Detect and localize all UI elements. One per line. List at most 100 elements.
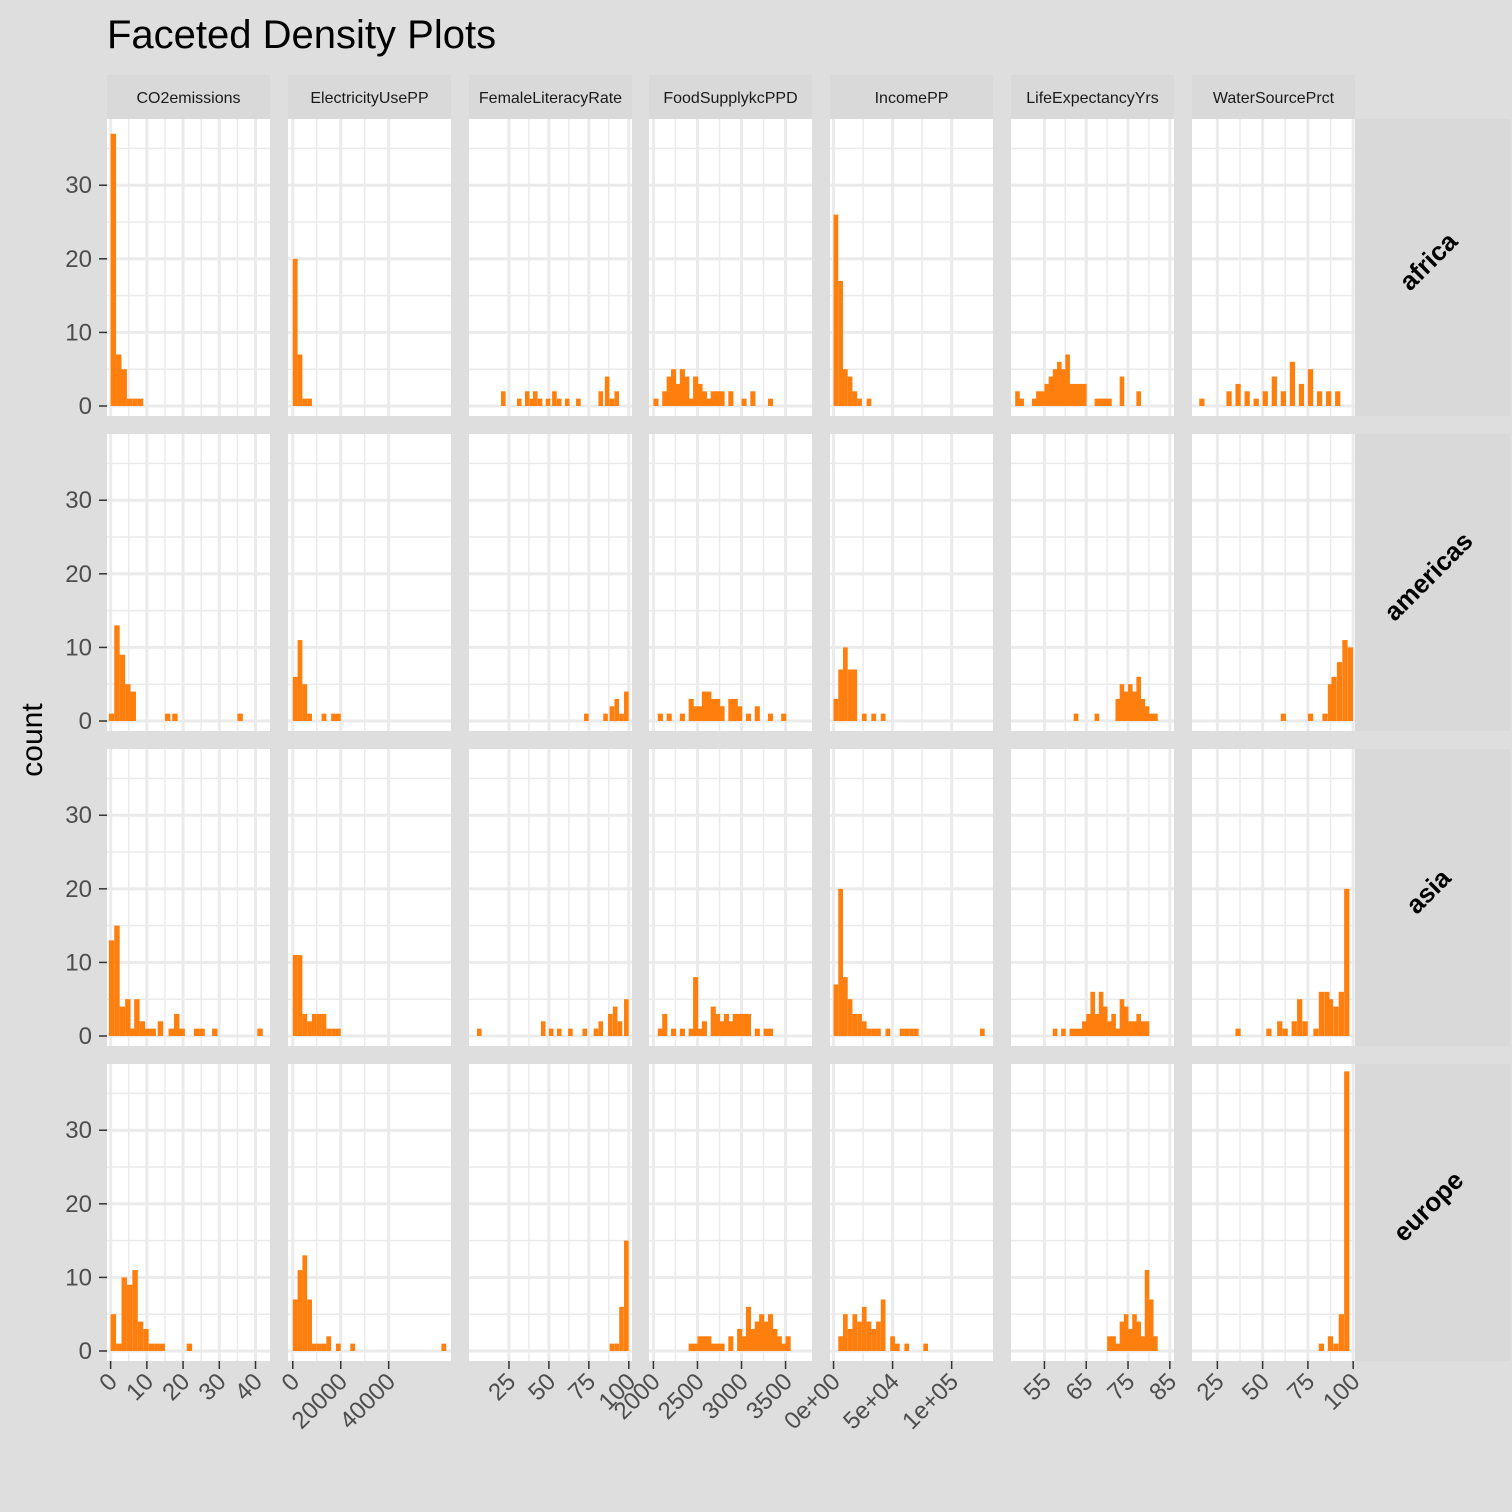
panel-europe-lifeexpectancyyrs — [1011, 1064, 1174, 1361]
panel-background — [1192, 119, 1355, 416]
histogram-bar — [441, 1343, 447, 1351]
histogram-bar — [715, 1343, 721, 1351]
histogram-bar — [556, 398, 562, 406]
histogram-bar — [524, 391, 530, 406]
histogram-bar — [114, 925, 120, 1036]
histogram-bar — [1140, 1021, 1146, 1036]
histogram-bar — [1298, 383, 1305, 406]
panel-background — [1011, 119, 1174, 416]
histogram-bar — [904, 1028, 910, 1036]
histogram-bar — [193, 1028, 200, 1036]
histogram-bar — [297, 354, 303, 406]
histogram-bar — [307, 1021, 312, 1036]
histogram-bar — [754, 1321, 760, 1351]
histogram-bar — [119, 654, 126, 721]
histogram-bar — [662, 391, 668, 406]
histogram-bar — [1111, 1013, 1116, 1036]
panel-background — [830, 1064, 993, 1361]
histogram-bar — [130, 691, 136, 721]
histogram-bar — [715, 698, 721, 721]
histogram-bar — [719, 1021, 725, 1036]
histogram-bar — [1082, 383, 1087, 406]
histogram-bar — [1338, 1314, 1344, 1351]
histogram-bar — [662, 1013, 668, 1036]
histogram-bar — [116, 1343, 122, 1351]
panel-africa-lifeexpectancyyrs — [1011, 119, 1174, 416]
histogram-bar — [1073, 713, 1079, 721]
histogram-bar — [728, 698, 734, 721]
histogram-bar — [781, 1343, 787, 1351]
y-tick-label: 20 — [65, 246, 92, 273]
histogram-bar — [1333, 1343, 1339, 1351]
column-strip-label-electricityusepp: ElectricityUsePP — [310, 90, 428, 107]
histogram-bar — [307, 398, 312, 406]
histogram-bar — [1291, 1021, 1297, 1036]
histogram-bar — [861, 713, 867, 721]
histogram-bar — [1052, 1028, 1058, 1036]
histogram-bar — [612, 1006, 618, 1036]
histogram-bar — [126, 398, 133, 406]
histogram-bar — [624, 999, 629, 1036]
histogram-bar — [719, 391, 725, 406]
panel-asia-watersourceprct — [1192, 749, 1355, 1046]
histogram-bar — [657, 1028, 663, 1036]
y-tick-label: 30 — [65, 1117, 92, 1144]
histogram-bar — [745, 1013, 752, 1036]
histogram-bar — [732, 698, 738, 721]
histogram-bar — [311, 1343, 317, 1351]
histogram-bar — [1107, 398, 1112, 406]
histogram-bar — [1289, 361, 1296, 406]
histogram-bar — [684, 376, 690, 406]
histogram-bar — [545, 398, 551, 406]
histogram-bar — [857, 1013, 862, 1036]
histogram-bar — [1297, 999, 1303, 1036]
histogram-bar — [302, 684, 308, 721]
histogram-bar — [1115, 698, 1121, 721]
histogram-bar — [1253, 398, 1259, 406]
histogram-bar — [110, 1314, 117, 1351]
histogram-bar — [1128, 1328, 1133, 1351]
histogram-bar — [1280, 713, 1286, 721]
histogram-bar — [697, 383, 703, 406]
histogram-bar — [866, 1028, 872, 1036]
histogram-bar — [688, 1028, 694, 1036]
histogram-bar — [292, 955, 298, 1036]
histogram-bar — [500, 391, 506, 406]
histogram-bar — [624, 1240, 629, 1351]
histogram-bar — [745, 713, 752, 721]
histogram-bar — [688, 1343, 694, 1351]
panel-background — [107, 119, 270, 416]
histogram-bar — [880, 1299, 886, 1351]
histogram-bar — [759, 1314, 765, 1351]
histogram-bar — [1235, 1028, 1241, 1036]
histogram-bar — [842, 369, 848, 406]
histogram-bar — [598, 391, 604, 406]
histogram-bar — [1153, 713, 1158, 721]
histogram-bar — [624, 691, 629, 721]
histogram-bar — [852, 669, 858, 721]
histogram-bar — [1316, 391, 1323, 406]
histogram-bar — [1040, 391, 1045, 406]
histogram-bar — [257, 1028, 263, 1036]
histogram-bar — [876, 1321, 881, 1351]
histogram-bar — [150, 1028, 156, 1036]
histogram-bar — [693, 706, 699, 721]
panel-background — [288, 434, 451, 731]
histogram-bar — [321, 713, 327, 721]
histogram-bar — [311, 1013, 317, 1036]
histogram-bar — [719, 706, 725, 721]
histogram-bar — [693, 376, 699, 406]
histogram-bar — [706, 1336, 712, 1351]
histogram-bar — [833, 214, 839, 406]
histogram-bar — [1235, 383, 1241, 406]
histogram-bar — [292, 1299, 298, 1351]
histogram-bar — [857, 1321, 862, 1351]
histogram-bar — [866, 1321, 872, 1351]
histogram-bar — [556, 1028, 562, 1036]
histogram-bar — [126, 1284, 133, 1351]
histogram-bar — [876, 1028, 881, 1036]
histogram-bar — [1136, 1013, 1141, 1036]
histogram-bar — [1344, 888, 1350, 1036]
histogram-bar — [1277, 1021, 1283, 1036]
